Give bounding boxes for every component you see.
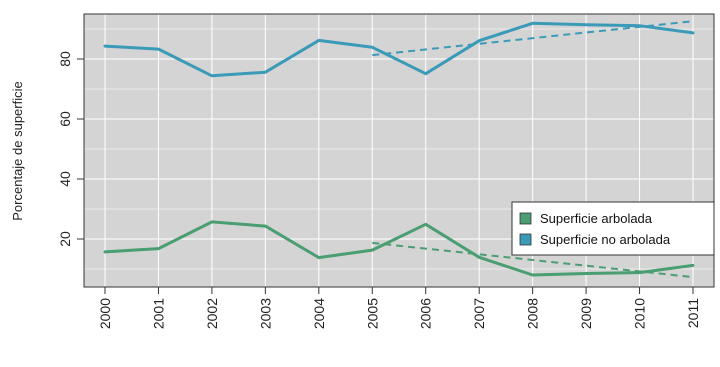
y-axis-title: Porcentaje de superficie [10, 81, 25, 220]
x-tick-label: 2004 [311, 298, 327, 329]
x-tick-label: 2007 [471, 298, 487, 329]
x-tick-label: 2000 [97, 298, 113, 329]
x-tick-label: 2001 [150, 298, 166, 329]
x-tick-label: 2011 [685, 298, 701, 328]
x-axis: 2000 2001 2002 2003 2004 2005 2006 2007 2008 2009… [97, 287, 701, 329]
series-line-no-arbolada [103, 21, 695, 78]
legend-swatch-no-arbolada [519, 233, 532, 246]
legend: Superficie arbolada Superficie no arbola… [511, 201, 715, 256]
x-tick-label: 2003 [257, 298, 273, 329]
x-tick-label: 2008 [525, 298, 541, 329]
legend-box [511, 201, 715, 256]
y-tick-label: 40 [57, 171, 73, 187]
legend-label-no-arbolada: Superficie no arbolada [540, 232, 671, 247]
x-tick-label: 2006 [418, 298, 434, 329]
y-axis: 20 40 60 80 [57, 51, 84, 247]
plot-border [83, 13, 715, 288]
series-line-arbolada [103, 220, 695, 277]
x-tick-label: 2009 [578, 298, 594, 329]
series-lines [103, 21, 695, 277]
y-tick-label: 80 [57, 51, 73, 67]
y-tick-label: 20 [57, 231, 73, 247]
legend-label-arbolada: Superficie arbolada [540, 211, 653, 226]
x-tick-label: 2002 [204, 298, 220, 329]
legend-swatch-arbolada [519, 212, 532, 225]
x-tick-label: 2005 [364, 298, 380, 329]
x-tick-label: 2010 [632, 298, 648, 329]
y-tick-label: 60 [57, 111, 73, 127]
